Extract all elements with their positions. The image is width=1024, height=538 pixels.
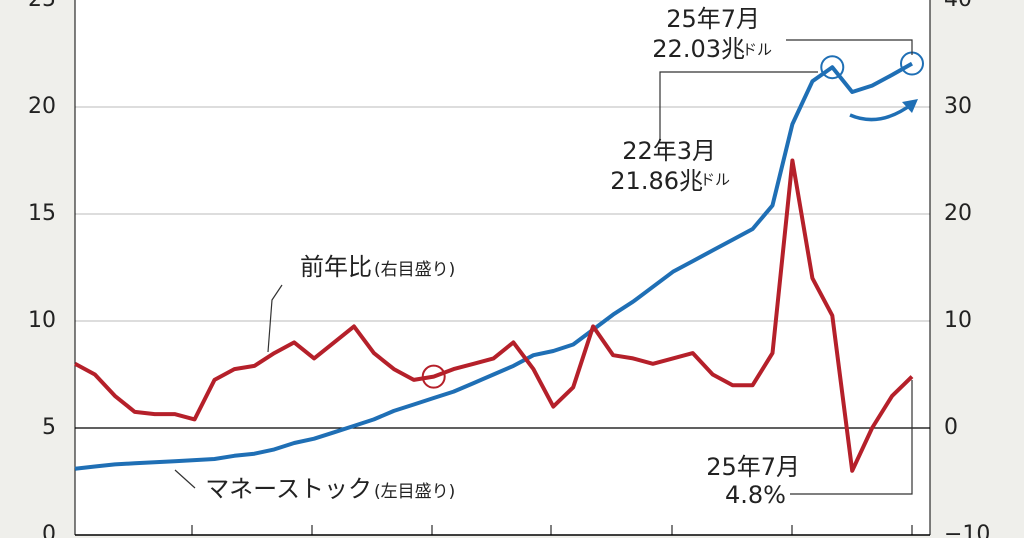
trend-arrow [849, 102, 914, 122]
series-line [74, 61, 913, 471]
y2-tick-label: 30 [944, 94, 972, 119]
highlight-circle [421, 364, 446, 389]
annotation: 22年3月 [622, 137, 716, 165]
annotation: 4.8% [725, 481, 786, 509]
leader-line [790, 380, 913, 495]
leader-line [659, 71, 818, 140]
annotation: 25年7月 [666, 5, 760, 33]
series-label: 前年比 [300, 253, 372, 281]
series-note: (右目盛り) [374, 260, 455, 280]
y2-tick-label: −10 [944, 522, 990, 538]
y-tick-label: 25 [28, 0, 56, 12]
leader-line [786, 39, 913, 55]
leader-line [174, 469, 196, 489]
y-tick-label: 10 [28, 308, 56, 333]
annotation: 22.03兆 [652, 35, 745, 63]
y2-tick-label: 20 [944, 201, 972, 226]
annotation-unit: ドル [742, 41, 772, 59]
y-tick-label: 5 [42, 415, 56, 440]
plot-area [75, 0, 930, 535]
series-label: マネーストック [205, 475, 372, 503]
y-tick-label: 20 [28, 94, 56, 119]
arrow-head [902, 99, 918, 113]
annotation: 25年7月 [706, 453, 800, 481]
y2-tick-label: 10 [944, 308, 972, 333]
annotation: 21.86兆 [610, 167, 703, 195]
y2-tick-label: 0 [944, 415, 958, 440]
annotation-unit: ドル [700, 171, 730, 189]
series-note: (左目盛り) [374, 482, 455, 502]
leader-line [267, 284, 283, 353]
y-tick-label: 0 [42, 522, 56, 538]
highlight-circle [820, 55, 845, 80]
series-line [74, 158, 914, 473]
y-tick-label: 15 [28, 201, 56, 226]
y2-tick-label: 40 [944, 0, 972, 12]
